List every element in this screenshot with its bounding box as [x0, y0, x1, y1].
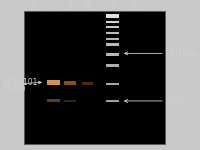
Text: 4: 4 [85, 2, 90, 11]
Text: mTEX101: mTEX101 [1, 78, 37, 87]
Text: 5: 5 [110, 2, 115, 11]
FancyBboxPatch shape [106, 14, 119, 18]
Text: 500bp: 500bp [125, 96, 192, 105]
FancyBboxPatch shape [106, 82, 119, 85]
FancyBboxPatch shape [24, 11, 165, 144]
Text: 1018bp: 1018bp [125, 49, 197, 58]
FancyBboxPatch shape [64, 100, 76, 102]
Text: 750bp: 750bp [1, 84, 25, 93]
FancyBboxPatch shape [106, 64, 119, 67]
FancyBboxPatch shape [106, 43, 119, 46]
FancyBboxPatch shape [64, 81, 76, 85]
FancyBboxPatch shape [106, 26, 119, 28]
Text: 2: 2 [51, 2, 56, 11]
FancyBboxPatch shape [106, 32, 119, 34]
FancyBboxPatch shape [106, 21, 119, 23]
FancyBboxPatch shape [47, 99, 60, 102]
FancyBboxPatch shape [82, 82, 93, 85]
FancyBboxPatch shape [47, 80, 60, 85]
FancyBboxPatch shape [106, 53, 119, 56]
Text: 1: 1 [31, 2, 36, 11]
Text: 3: 3 [68, 2, 73, 11]
FancyBboxPatch shape [106, 100, 119, 102]
FancyBboxPatch shape [106, 38, 119, 40]
Text: 6: 6 [132, 2, 137, 11]
